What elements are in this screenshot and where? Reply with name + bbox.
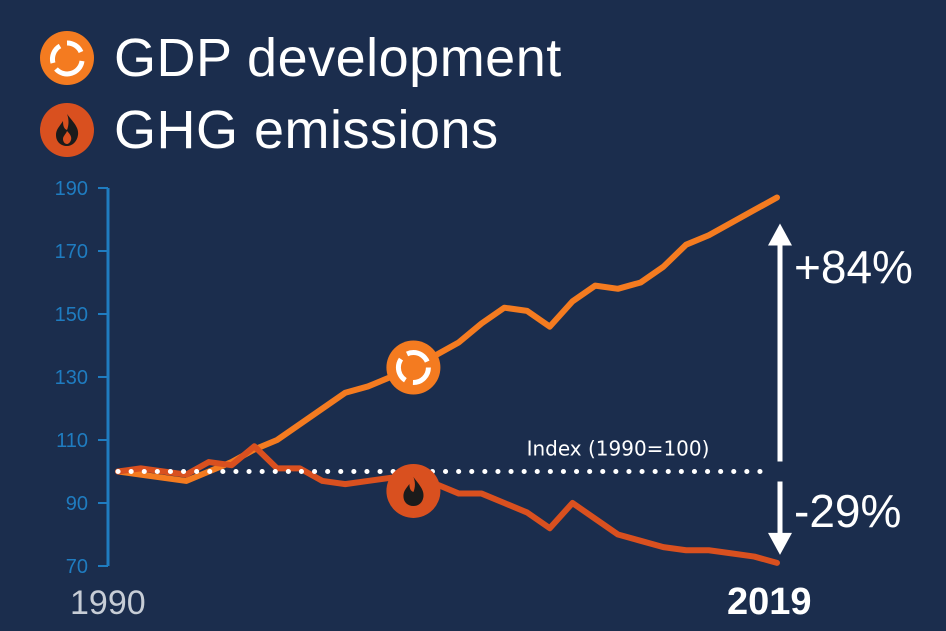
increase-label: +84% bbox=[794, 241, 913, 293]
x-label-start: 1990 bbox=[70, 584, 146, 622]
legend-item-ghg: GHG emissions bbox=[40, 94, 562, 166]
ghg-marker-icon bbox=[386, 463, 441, 518]
y-tick-label: 190 bbox=[55, 178, 88, 200]
y-axis: 70 90 110 130 150 170 190 bbox=[55, 178, 110, 578]
gdp-ring-icon bbox=[40, 31, 94, 85]
legend-label-ghg: GHG emissions bbox=[114, 100, 499, 160]
legend-label-gdp: GDP development bbox=[114, 28, 562, 88]
down-arrow-head-icon bbox=[768, 532, 792, 555]
legend-item-gdp: GDP development bbox=[40, 22, 562, 94]
series-lines bbox=[115, 194, 780, 566]
gdp-marker-ring bbox=[395, 350, 431, 386]
series-line-ghg bbox=[115, 443, 780, 566]
annotations: +84% -29% bbox=[768, 223, 913, 555]
up-arrow-head-icon bbox=[768, 223, 792, 246]
y-tick-label: 70 bbox=[66, 556, 88, 578]
legend: GDP development GHG emissions bbox=[40, 22, 562, 166]
y-tick-label: 90 bbox=[66, 493, 88, 515]
y-tick-label: 150 bbox=[55, 304, 88, 326]
baseline-label: Index (1990=100) bbox=[527, 437, 710, 461]
gdp-marker-icon bbox=[386, 340, 441, 395]
x-label-end: 2019 bbox=[727, 581, 812, 623]
decrease-label: -29% bbox=[794, 485, 901, 537]
flame-icon bbox=[40, 103, 94, 157]
series-markers bbox=[386, 340, 441, 518]
ghg-marker-flame bbox=[403, 476, 424, 506]
baseline: Index (1990=100) bbox=[115, 437, 763, 474]
y-tick-label: 170 bbox=[55, 241, 88, 263]
x-axis-labels: 1990 2019 bbox=[70, 581, 812, 623]
y-tick-label: 130 bbox=[55, 367, 88, 389]
y-tick-label: 110 bbox=[56, 430, 88, 452]
